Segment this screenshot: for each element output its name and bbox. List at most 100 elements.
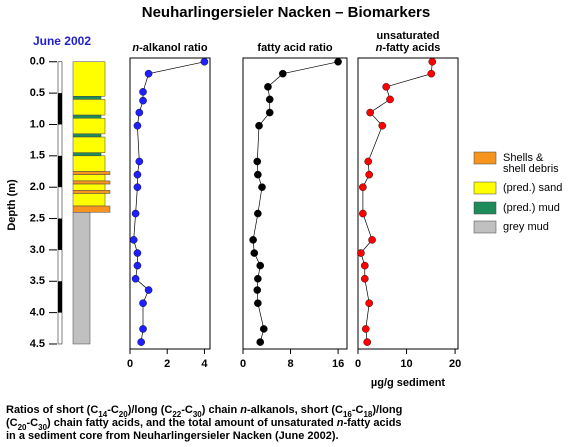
data-point (131, 209, 140, 218)
panel-title: fatty acid ratio (257, 42, 332, 54)
data-point (200, 57, 209, 66)
data-point (133, 261, 142, 270)
core-layer (72, 152, 102, 157)
text-segment: -C (107, 404, 119, 416)
core-layer (72, 133, 102, 138)
data-point (359, 183, 367, 191)
text-segment: -C (181, 404, 193, 416)
y-tick-label: 4.0 (30, 307, 45, 319)
data-point (254, 274, 262, 283)
data-point (360, 274, 369, 283)
text-segment: 30 (193, 410, 202, 419)
core-layer (72, 136, 106, 153)
text-segment: (C (6, 417, 18, 429)
data-point (382, 83, 390, 91)
legend-line: (pred.) mud (503, 202, 560, 214)
scale-bar-segment (58, 93, 62, 125)
data-point (368, 236, 376, 244)
legend-label: grey mud (503, 221, 549, 233)
legend-label: (pred.) mud (503, 202, 560, 214)
core-layer (72, 174, 106, 182)
data-point (253, 157, 262, 166)
y-tick-label: 1.5 (30, 150, 45, 162)
text-segment: -alkanol ratio (139, 42, 208, 54)
data-point (357, 249, 365, 257)
scale-bar-segment (58, 218, 62, 250)
text-segment: n (376, 42, 383, 54)
x-tick-label: 0 (355, 358, 361, 370)
y-tick-label: 2.0 (30, 181, 45, 193)
text-segment: -alkanols, short (C (247, 404, 343, 416)
data-point (256, 261, 265, 270)
data-point (386, 95, 394, 104)
data-point (144, 286, 153, 294)
y-tick-label: 3.5 (30, 275, 45, 287)
text-segment: )/long (372, 404, 402, 416)
text-segment: n (240, 404, 247, 416)
data-point (256, 338, 265, 346)
data-point (249, 236, 257, 244)
data-point (133, 121, 142, 130)
x-tick-label: 8 (287, 358, 293, 370)
text-segment: 18 (363, 410, 372, 419)
x-tick-label: 16 (332, 358, 344, 370)
text-segment: n (132, 42, 139, 54)
data-point (131, 274, 140, 283)
y-tick-label: 0.0 (30, 56, 45, 68)
panel-frame (357, 57, 459, 350)
legend-swatch (473, 201, 497, 215)
x-tick-label: 0 (127, 358, 133, 370)
data-point (360, 261, 369, 270)
core-layer (72, 205, 111, 213)
legend-line: Shells & (503, 152, 544, 164)
date-label: June 2002 (33, 34, 91, 48)
text-segment: 16 (343, 410, 352, 419)
panel-title: n-fatty acids (376, 42, 441, 54)
data-point (139, 96, 147, 105)
data-point (133, 183, 142, 191)
data-point (254, 209, 262, 218)
data-point (255, 121, 263, 130)
data-point (265, 108, 274, 117)
caption-line: Ratios of short (C14-C20)/long (C22-C30)… (6, 404, 402, 419)
data-point (139, 88, 147, 96)
text-segment: in a sediment core from Neuharlingersiel… (6, 430, 339, 442)
panel-frame (129, 57, 211, 350)
data-point (254, 170, 262, 179)
core-layer (72, 114, 102, 119)
text-segment: -C (352, 404, 364, 416)
data-point (133, 170, 142, 179)
data-point (428, 57, 437, 66)
text-segment: -fatty acids (382, 42, 440, 54)
x-tick-label: 0 (240, 358, 246, 370)
data-point (137, 338, 145, 346)
data-point (378, 121, 387, 130)
data-point (139, 299, 147, 308)
profile-line (360, 61, 433, 343)
legend-line: grey mud (503, 221, 549, 233)
core-layer (72, 212, 91, 345)
core-layer (72, 96, 102, 100)
data-point (334, 57, 342, 66)
data-point (365, 299, 373, 308)
y-tick-label: 0.5 (30, 87, 45, 99)
core-layer (72, 190, 111, 194)
core-layer (72, 193, 106, 207)
text-segment: Ratios of short (C (6, 404, 98, 416)
data-point (144, 69, 153, 78)
y-tick-label: 2.5 (30, 212, 45, 224)
core-layer (72, 183, 106, 191)
text-segment: -C (27, 417, 39, 429)
scale-bar-segment (58, 155, 62, 188)
data-point (365, 170, 373, 179)
data-point (363, 338, 372, 346)
x-axis-label: µg/g sediment (371, 377, 446, 389)
data-point (359, 209, 367, 218)
text-segment: 22 (172, 410, 181, 419)
data-point (264, 83, 272, 91)
figure-title: Neuharlingersieler Nacken – Biomarkers (142, 4, 430, 21)
scale-bar (57, 61, 63, 345)
text-segment: )/long (C (128, 404, 173, 416)
data-point (133, 249, 142, 257)
